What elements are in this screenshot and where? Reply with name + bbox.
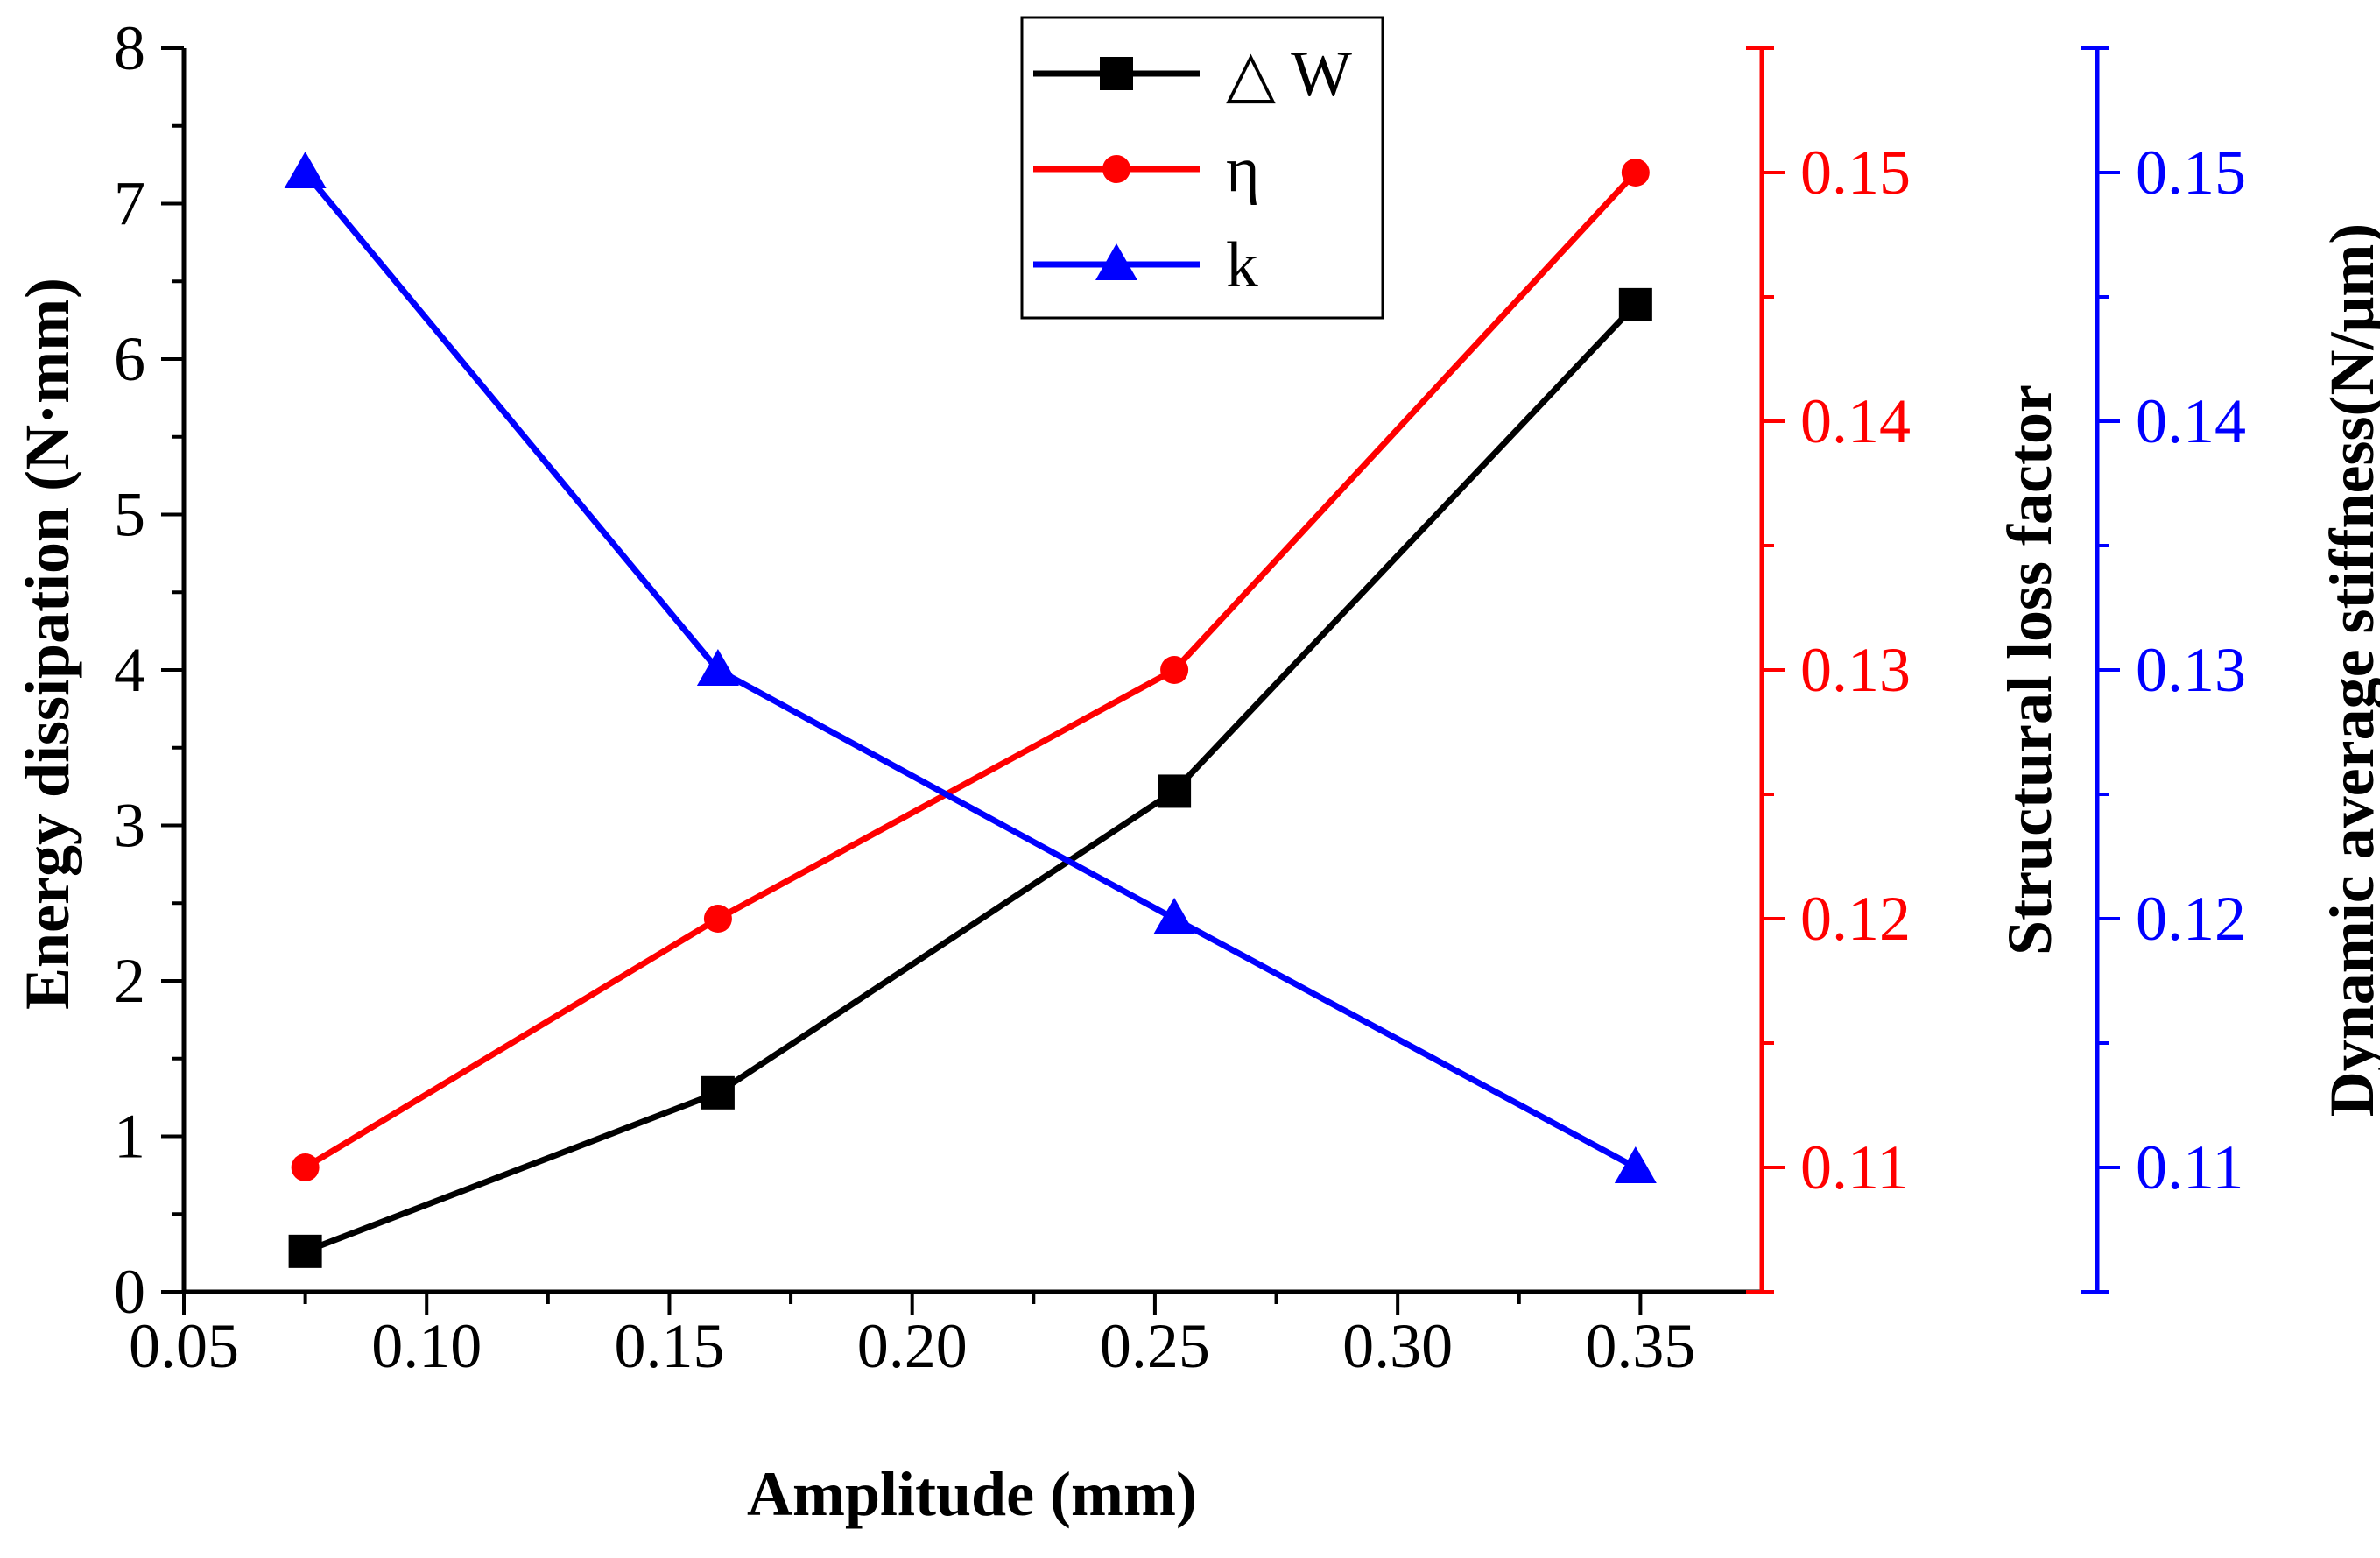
data-point-1-1 [703,905,732,933]
stiffness-axis: 0.11 0.12 0.13 0.14 0.15 [2081,46,2246,1294]
data-point-0-0 [288,1234,322,1268]
x-tick-label: 0.30 [1342,1311,1453,1381]
x-tick-label: 0.35 [1585,1311,1695,1381]
right2-tick-label: 0.13 [2136,635,2246,705]
legend-label-2: k [1226,229,1258,301]
right1-tick-label: 0.13 [1800,635,1911,705]
data-point-2-3 [1614,1146,1657,1183]
legend-label-0: △ W [1226,39,1352,110]
data-point-1-2 [1160,656,1189,684]
legend-marker-0 [1100,57,1133,90]
legend-marker-2 [1095,243,1137,280]
left-tick-label: 1 [114,1102,145,1172]
right2-tick-label: 0.12 [2136,884,2246,954]
data-point-0-2 [1158,774,1192,808]
x-tick-label: 0.10 [371,1311,482,1381]
left-tick-label: 8 [114,13,145,83]
x-tick-label: 0.15 [614,1311,724,1381]
left-tick-label: 6 [114,324,145,394]
data-point-2-2 [1153,898,1196,934]
x-tick-label: 0.05 [129,1311,239,1381]
data-point-0-3 [1618,287,1652,321]
data-point-1-3 [1621,159,1650,187]
legend-marker-1 [1102,155,1130,183]
left-tick-label: 5 [114,480,145,550]
series-line-2 [302,170,1637,1171]
legend: △ W ηk [1020,16,1384,320]
loss-factor-axis-title: Structural loss factor [1995,384,2065,955]
right1-tick-label: 0.15 [1800,137,1911,208]
left-tick-label: 2 [114,946,145,1016]
left-axis: 0 1 2 3 4 5 6 7 8 [114,13,184,1327]
series-layer [284,152,1657,1268]
stiffness-axis-title: Dynamic average stiffness(N/μm) [2317,223,2380,1117]
right2-tick-label: 0.15 [2136,137,2246,208]
left-tick-label: 7 [114,169,145,239]
x-axis: 0.05 0.10 0.15 0.20 0.25 0.30 0.35 [129,1292,1695,1381]
left-tick-label: 4 [114,635,145,705]
right1-tick-label: 0.12 [1800,884,1911,954]
right2-tick-label: 0.11 [2136,1132,2243,1202]
legend-label-1: η [1226,134,1260,206]
right2-tick-label: 0.14 [2136,386,2246,456]
x-axis-title: Amplitude (mm) [747,1459,1197,1529]
data-point-2-0 [284,152,327,188]
series-line-0 [304,302,1638,1255]
left-tick-label: 3 [114,791,145,861]
x-tick-label: 0.20 [857,1311,968,1381]
left-axis-title: Energy dissipation (N·mm) [12,278,82,1010]
loss-factor-axis: 0.11 0.12 0.13 0.14 0.15 [1746,46,1911,1294]
series-line-1 [303,170,1638,1170]
right1-tick-label: 0.11 [1800,1132,1908,1202]
data-point-1-0 [291,1153,320,1181]
left-tick-label: 0 [114,1257,145,1327]
data-point-2-1 [696,649,739,686]
x-tick-label: 0.25 [1100,1311,1210,1381]
data-point-0-1 [701,1075,735,1110]
right1-tick-label: 0.14 [1800,386,1911,456]
